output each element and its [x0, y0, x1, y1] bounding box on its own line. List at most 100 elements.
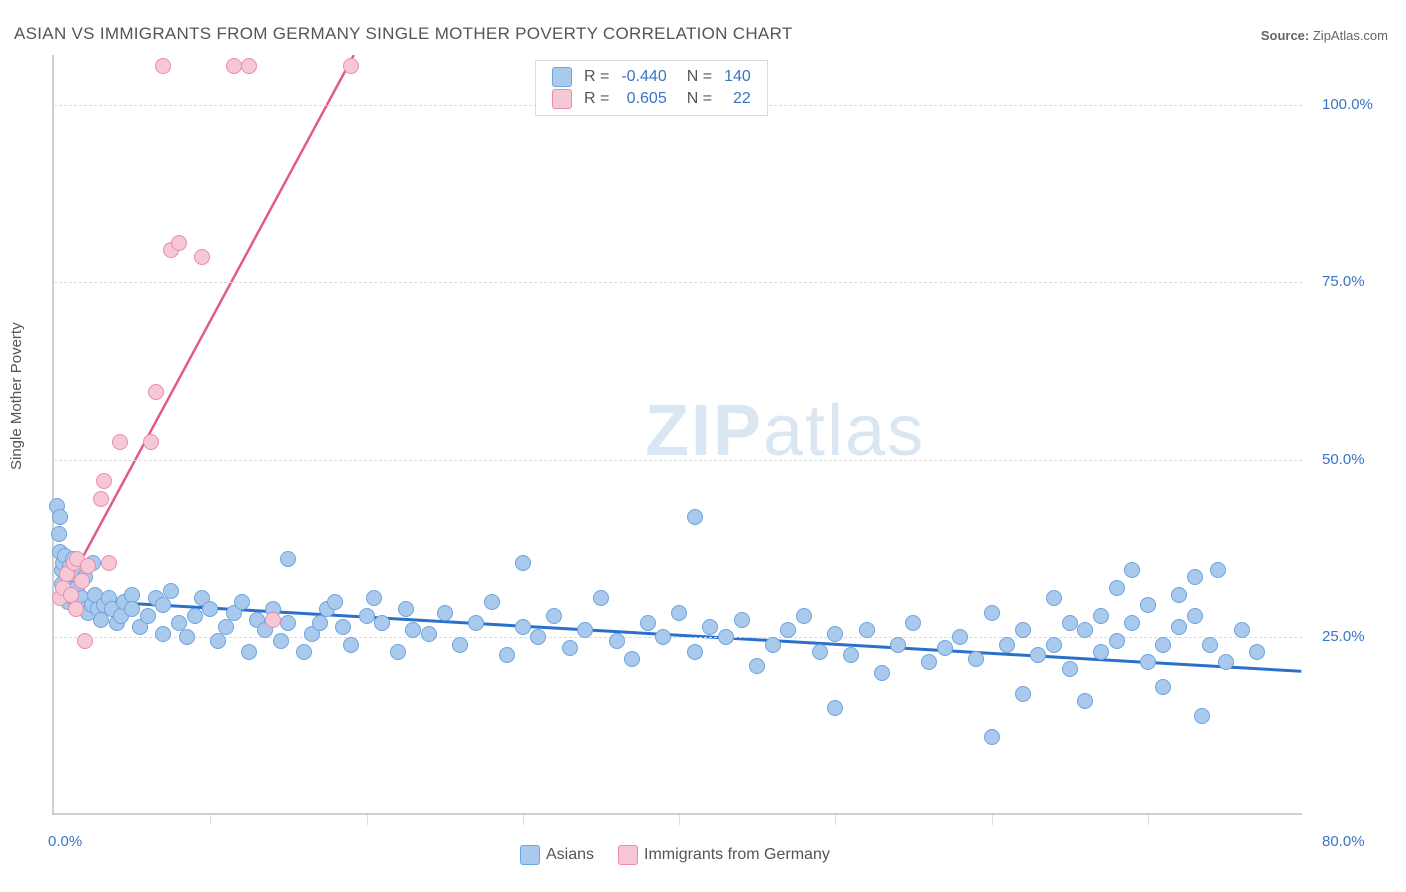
gridline-y: [54, 460, 1302, 461]
data-point: [1077, 622, 1093, 638]
data-point: [1171, 587, 1187, 603]
data-point: [68, 601, 84, 617]
data-point: [80, 558, 96, 574]
data-point: [335, 619, 351, 635]
data-point: [171, 235, 187, 251]
data-point: [210, 633, 226, 649]
legend-swatch: [552, 67, 572, 87]
legend-n-label: N =: [673, 88, 718, 110]
legend-swatch: [520, 845, 540, 865]
data-point: [241, 644, 257, 660]
series-legend: AsiansImmigrants from Germany: [520, 845, 854, 865]
data-point: [499, 647, 515, 663]
data-point: [405, 622, 421, 638]
data-point: [1187, 569, 1203, 585]
data-point: [398, 601, 414, 617]
data-point: [452, 637, 468, 653]
data-point: [390, 644, 406, 660]
data-point: [179, 629, 195, 645]
legend-label: Immigrants from Germany: [644, 846, 830, 863]
data-point: [280, 615, 296, 631]
data-point: [202, 601, 218, 617]
data-point: [562, 640, 578, 656]
data-point: [140, 608, 156, 624]
legend-row: R =0.605N =22: [546, 88, 757, 110]
data-point: [655, 629, 671, 645]
correlation-legend: R =-0.440N =140R =0.605N =22: [535, 60, 768, 116]
data-point: [765, 637, 781, 653]
data-point: [124, 601, 140, 617]
data-point: [859, 622, 875, 638]
x-tick-mark: [210, 815, 211, 825]
data-point: [905, 615, 921, 631]
data-point: [101, 555, 117, 571]
data-point: [343, 58, 359, 74]
data-point: [374, 615, 390, 631]
trend-line: [59, 55, 354, 600]
data-point: [273, 633, 289, 649]
data-point: [687, 509, 703, 525]
data-point: [515, 555, 531, 571]
data-point: [143, 434, 159, 450]
y-axis-label: Single Mother Poverty: [8, 322, 25, 470]
legend-n-label: N =: [673, 66, 718, 88]
data-point: [96, 473, 112, 489]
data-point: [1234, 622, 1250, 638]
data-point: [1218, 654, 1234, 670]
data-point: [827, 700, 843, 716]
data-point: [984, 729, 1000, 745]
data-point: [1140, 597, 1156, 613]
data-point: [827, 626, 843, 642]
data-point: [640, 615, 656, 631]
data-point: [1062, 615, 1078, 631]
data-point: [984, 605, 1000, 621]
x-tick-mark: [1148, 815, 1149, 825]
data-point: [359, 608, 375, 624]
data-point: [843, 647, 859, 663]
data-point: [51, 526, 67, 542]
data-point: [734, 612, 750, 628]
y-tick-label: 100.0%: [1322, 96, 1373, 113]
data-point: [155, 626, 171, 642]
data-point: [1062, 661, 1078, 677]
x-tick-mark: [367, 815, 368, 825]
x-tick-label: 80.0%: [1322, 833, 1365, 850]
data-point: [327, 594, 343, 610]
x-tick-mark: [679, 815, 680, 825]
data-point: [1015, 686, 1031, 702]
y-tick-label: 25.0%: [1322, 628, 1365, 645]
data-point: [624, 651, 640, 667]
data-point: [280, 551, 296, 567]
y-tick-label: 75.0%: [1322, 273, 1365, 290]
data-point: [93, 491, 109, 507]
data-point: [312, 615, 328, 631]
data-point: [1030, 647, 1046, 663]
data-point: [241, 58, 257, 74]
data-point: [1210, 562, 1226, 578]
data-point: [530, 629, 546, 645]
data-point: [187, 608, 203, 624]
data-point: [1155, 637, 1171, 653]
data-point: [366, 590, 382, 606]
data-point: [484, 594, 500, 610]
legend-r-value: 0.605: [615, 88, 672, 110]
data-point: [515, 619, 531, 635]
data-point: [1155, 679, 1171, 695]
data-point: [749, 658, 765, 674]
data-point: [718, 629, 734, 645]
data-point: [671, 605, 687, 621]
data-point: [1109, 580, 1125, 596]
data-point: [1202, 637, 1218, 653]
legend-r-value: -0.440: [615, 66, 672, 88]
data-point: [1093, 644, 1109, 660]
legend-n-value: 140: [718, 66, 757, 88]
x-tick-mark: [835, 815, 836, 825]
data-point: [937, 640, 953, 656]
data-point: [1194, 708, 1210, 724]
data-point: [546, 608, 562, 624]
data-point: [421, 626, 437, 642]
legend-row: R =-0.440N =140: [546, 66, 757, 88]
source-value: ZipAtlas.com: [1313, 28, 1388, 43]
data-point: [952, 629, 968, 645]
data-point: [234, 594, 250, 610]
